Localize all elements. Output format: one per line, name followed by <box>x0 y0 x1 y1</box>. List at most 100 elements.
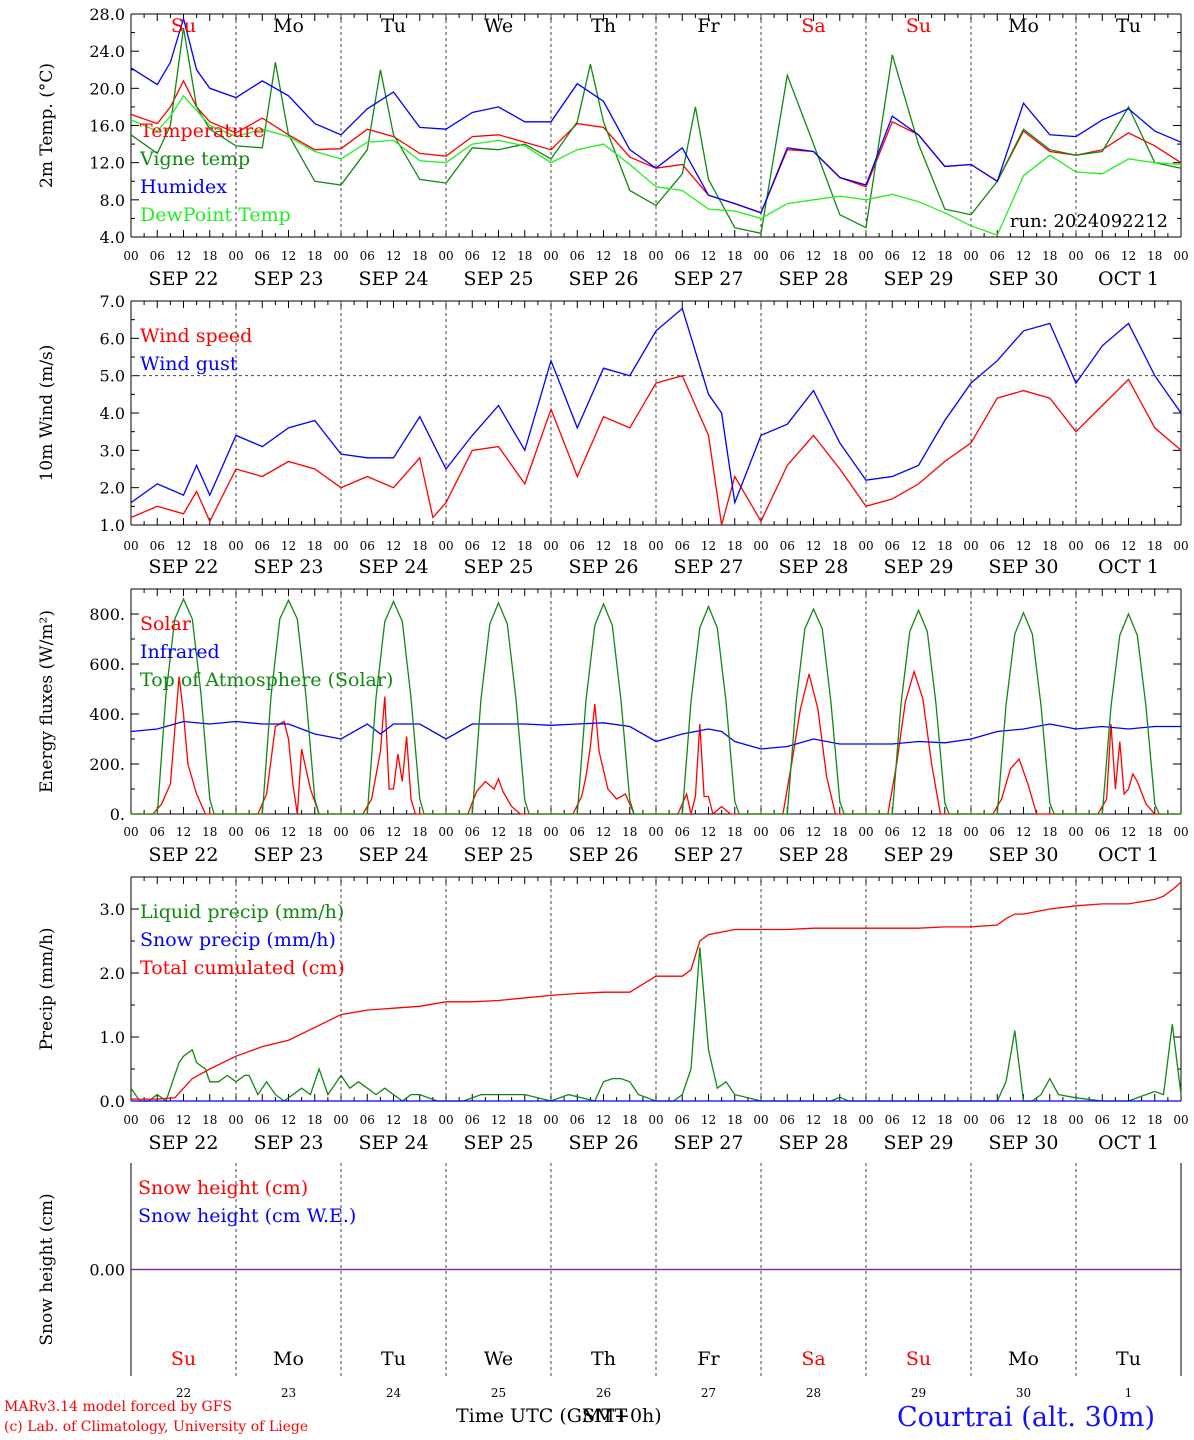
hour-tick-label-flux: 12 <box>596 825 611 839</box>
weekday-label-temp: Su <box>171 15 196 37</box>
hour-tick-label-temp: 18 <box>412 249 427 263</box>
hour-tick-label-flux: 06 <box>150 825 165 839</box>
hour-tick-label-wind: 06 <box>150 539 165 553</box>
hour-tick-label-temp: 12 <box>596 249 611 263</box>
hour-tick-label-precip: 00 <box>963 1113 978 1127</box>
hour-tick-label-temp: 00 <box>1068 249 1083 263</box>
hour-tick-label-flux: 06 <box>885 825 900 839</box>
weekday-label-temp: Tu <box>1116 15 1141 37</box>
hour-tick-label-temp: 18 <box>1042 249 1057 263</box>
hour-tick-label-wind: 18 <box>307 539 322 553</box>
hour-tick-label-flux: 18 <box>1147 825 1162 839</box>
weekday-label-snow: Su <box>906 1348 931 1370</box>
hour-tick-label-flux: 06 <box>465 825 480 839</box>
series-line-wind-0 <box>130 374 1182 526</box>
hour-tick-label-flux: 00 <box>753 825 768 839</box>
date-label-temp: SEP 23 <box>254 268 324 290</box>
weekday-label-temp: Tu <box>381 15 406 37</box>
y-tick-label-temp: 28.0 <box>89 5 125 24</box>
hour-tick-label-wind: 12 <box>806 539 821 553</box>
hour-tick-label-precip: 00 <box>228 1113 243 1127</box>
y-tick-label-temp: 24.0 <box>89 42 125 61</box>
date-label-precip: SEP 23 <box>254 1132 324 1154</box>
date-label-precip: SEP 25 <box>464 1132 534 1154</box>
date-label-flux: SEP 27 <box>674 844 744 866</box>
hour-tick-label-temp: 18 <box>307 249 322 263</box>
date-label-wind: SEP 23 <box>254 556 324 578</box>
weekday-label-temp: We <box>484 15 513 37</box>
date-label-wind: SEP 25 <box>464 556 534 578</box>
date-label-flux: SEP 28 <box>779 844 849 866</box>
y-tick-label-wind: 3.0 <box>100 441 125 460</box>
time-axis-label-overlap: SMT <box>582 1405 628 1427</box>
hour-tick-label-wind: 12 <box>281 539 296 553</box>
hour-tick-label-flux: 12 <box>386 825 401 839</box>
legend-entry-flux: Infrared <box>140 641 220 663</box>
date-label-flux: SEP 22 <box>149 844 219 866</box>
date-label-flux: SEP 25 <box>464 844 534 866</box>
y-tick-label-temp: 20.0 <box>89 79 125 98</box>
hour-tick-label-temp: 00 <box>333 249 348 263</box>
weekday-label-snow: Fr <box>697 1348 720 1370</box>
hour-tick-label-wind: 12 <box>911 539 926 553</box>
day-number-label: 24 <box>386 1386 402 1400</box>
series-line-temp-1 <box>130 27 1182 235</box>
hour-tick-label-temp: 00 <box>543 249 558 263</box>
hour-tick-label-wind: 18 <box>622 539 637 553</box>
hour-tick-label-wind: 00 <box>1173 539 1188 553</box>
legend-entry-precip: Liquid precip (mm/h) <box>140 901 344 923</box>
hour-tick-label-precip: 18 <box>1147 1113 1162 1127</box>
hour-tick-label-flux: 00 <box>1068 825 1083 839</box>
y-tick-label-wind: 4.0 <box>100 404 125 423</box>
weekday-label-temp: Fr <box>697 15 720 37</box>
copyright-credit: (c) Lab. of Climatology, University of L… <box>4 1419 309 1435</box>
hour-tick-label-precip: 12 <box>176 1113 191 1127</box>
hour-tick-label-precip: 06 <box>465 1113 480 1127</box>
hour-tick-label-temp: 06 <box>780 249 795 263</box>
hour-tick-label-flux: 18 <box>202 825 217 839</box>
hour-tick-label-temp: 06 <box>150 249 165 263</box>
hour-tick-label-wind: 06 <box>360 539 375 553</box>
hour-tick-label-temp: 00 <box>123 249 138 263</box>
hour-tick-label-temp: 12 <box>491 249 506 263</box>
weekday-label-temp: Th <box>591 15 616 37</box>
legend-entry-flux: Solar <box>140 613 192 635</box>
hour-tick-label-precip: 12 <box>491 1113 506 1127</box>
hour-tick-label-temp: 18 <box>1147 249 1162 263</box>
hour-tick-label-flux: 18 <box>517 825 532 839</box>
hour-tick-label-wind: 00 <box>333 539 348 553</box>
hour-tick-label-precip: 12 <box>596 1113 611 1127</box>
hour-tick-label-flux: 18 <box>727 825 742 839</box>
hour-tick-label-precip: 18 <box>412 1113 427 1127</box>
y-tick-label-flux: 0. <box>110 805 125 824</box>
hour-tick-label-precip: 18 <box>1042 1113 1057 1127</box>
hour-tick-label-flux: 18 <box>832 825 847 839</box>
hour-tick-label-wind: 00 <box>963 539 978 553</box>
series-line-flux-2 <box>131 597 1181 815</box>
hour-tick-label-precip: 00 <box>858 1113 873 1127</box>
legend-entry-snow: Snow height (cm W.E.) <box>138 1205 356 1227</box>
y-tick-label-wind: 2.0 <box>100 479 125 498</box>
hour-tick-label-wind: 00 <box>753 539 768 553</box>
y-tick-label-flux: 800. <box>89 605 125 624</box>
hour-tick-label-flux: 00 <box>543 825 558 839</box>
hour-tick-label-precip: 00 <box>123 1113 138 1127</box>
hour-tick-label-wind: 12 <box>491 539 506 553</box>
hour-tick-label-wind: 18 <box>727 539 742 553</box>
hour-tick-label-flux: 06 <box>570 825 585 839</box>
hour-tick-label-precip: 12 <box>1016 1113 1031 1127</box>
y-tick-label-wind: 6.0 <box>100 329 125 348</box>
date-label-precip: SEP 30 <box>989 1132 1059 1154</box>
y-tick-label-temp: 4.0 <box>100 228 125 247</box>
date-label-flux: SEP 30 <box>989 844 1059 866</box>
date-label-precip: SEP 27 <box>674 1132 744 1154</box>
weekday-label-snow: Su <box>171 1348 196 1370</box>
y-tick-label-flux: 600. <box>89 655 125 674</box>
hour-tick-label-precip: 06 <box>150 1113 165 1127</box>
hour-tick-label-temp: 06 <box>255 249 270 263</box>
hour-tick-label-temp: 18 <box>832 249 847 263</box>
hour-tick-label-wind: 06 <box>780 539 795 553</box>
hour-tick-label-wind: 06 <box>255 539 270 553</box>
date-label-precip: OCT 1 <box>1098 1132 1159 1154</box>
hour-tick-label-wind: 12 <box>596 539 611 553</box>
